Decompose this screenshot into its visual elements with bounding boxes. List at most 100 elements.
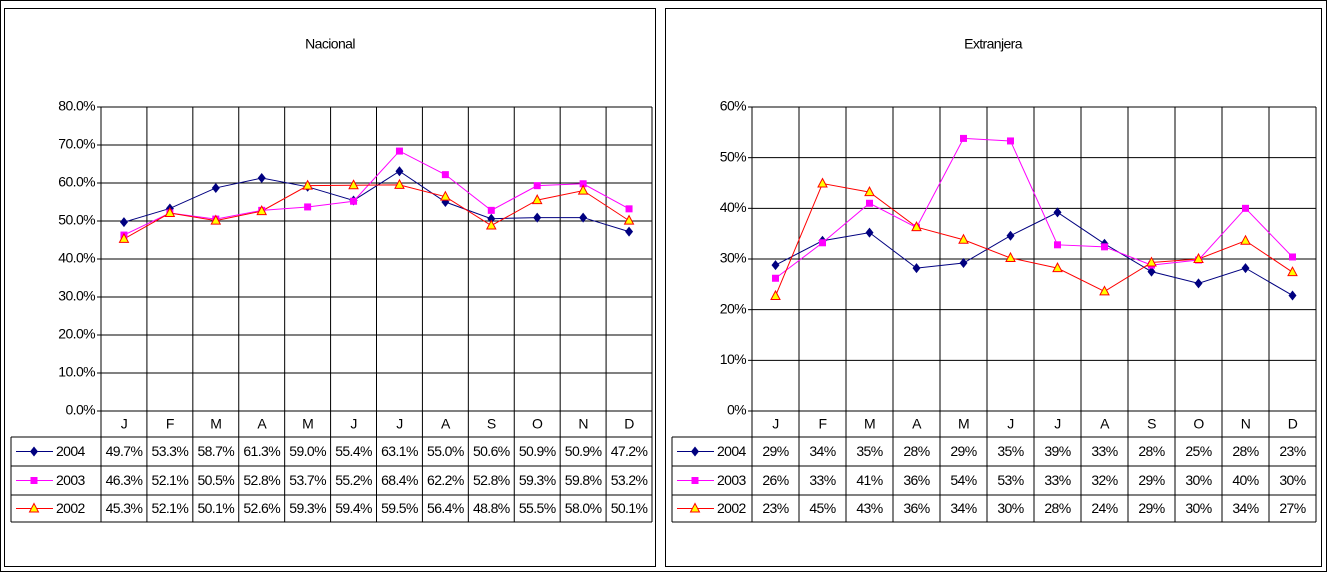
marker — [1288, 290, 1297, 301]
marker — [911, 221, 922, 232]
x-tick-label: J — [350, 416, 356, 432]
table-value: 33% — [1091, 443, 1117, 459]
table-value: 58.0% — [565, 500, 602, 516]
marker — [441, 171, 449, 179]
marker — [1007, 137, 1014, 145]
marker — [485, 219, 497, 230]
marker — [1054, 241, 1061, 249]
y-tick-label: 40.0% — [58, 250, 95, 266]
marker — [689, 502, 701, 513]
y-tick-label: 10% — [720, 351, 746, 367]
table-value: 29% — [1138, 472, 1164, 488]
marker — [1194, 278, 1203, 289]
table-value: 50.5% — [197, 472, 234, 488]
series-line — [123, 150, 630, 236]
x-tick-label: A — [441, 416, 451, 432]
marker — [487, 206, 495, 214]
marker — [864, 186, 875, 197]
marker — [691, 477, 699, 484]
marker — [28, 502, 40, 513]
marker — [577, 184, 589, 195]
table-value: 30% — [1185, 500, 1211, 516]
marker — [625, 226, 634, 237]
table-value: 55.2% — [335, 472, 372, 488]
marker — [211, 182, 220, 193]
marker — [958, 233, 969, 244]
table-value: 56.4% — [427, 500, 464, 516]
marker — [210, 214, 222, 225]
y-tick-label: 50% — [720, 148, 746, 164]
marker — [440, 190, 451, 201]
table-value: 23% — [762, 500, 788, 516]
marker — [819, 239, 826, 247]
y-tick-label: 0% — [727, 402, 746, 418]
table-value: 54% — [950, 472, 976, 488]
marker — [1147, 266, 1156, 277]
chart-title: Nacional — [305, 36, 355, 52]
marker — [1193, 252, 1204, 263]
marker — [691, 446, 699, 457]
x-tick-label: S — [487, 416, 496, 432]
legend-label: 2004 — [56, 443, 86, 459]
table-value: 33% — [809, 472, 835, 488]
marker — [395, 147, 403, 155]
x-tick-label: D — [624, 416, 634, 432]
series-line — [775, 137, 1293, 279]
marker — [118, 232, 130, 243]
marker — [865, 227, 874, 238]
table-value: 36% — [903, 500, 929, 516]
marker — [866, 199, 873, 207]
table-value: 53.2% — [611, 472, 648, 488]
marker — [1240, 234, 1251, 245]
y-tick-label: 20.0% — [58, 326, 95, 342]
x-tick-label: M — [302, 416, 313, 432]
x-tick-label: J — [1007, 416, 1013, 432]
x-tick-label: F — [166, 416, 174, 432]
table-value: 30% — [1279, 472, 1305, 488]
table-value: 49.7% — [106, 443, 143, 459]
x-tick-label: M — [958, 416, 969, 432]
marker — [1101, 243, 1108, 251]
marker — [817, 177, 828, 188]
table-value: 52.8% — [473, 472, 510, 488]
x-tick-label: J — [396, 416, 402, 432]
marker — [959, 258, 968, 269]
series-line — [123, 184, 630, 240]
series-line — [775, 211, 1293, 296]
marker — [625, 205, 633, 213]
marker — [1146, 256, 1157, 267]
table-value: 59.3% — [519, 472, 556, 488]
marker — [579, 212, 588, 223]
y-tick-label: 50.0% — [58, 212, 95, 228]
x-tick-label: A — [912, 416, 922, 432]
marker — [257, 173, 266, 184]
x-tick-label: J — [121, 416, 127, 432]
marker — [1287, 266, 1298, 277]
y-tick-label: 30.0% — [58, 288, 95, 304]
marker — [164, 206, 176, 218]
table-value: 68.4% — [381, 472, 418, 488]
marker — [304, 203, 312, 211]
marker — [960, 134, 967, 142]
marker — [623, 214, 635, 225]
legend-label: 2003 — [56, 472, 86, 488]
table-value: 30% — [1185, 472, 1211, 488]
table-value: 50.9% — [519, 443, 556, 459]
table-value: 50.6% — [473, 443, 510, 459]
table-value: 23% — [1279, 443, 1305, 459]
marker — [302, 179, 313, 190]
panel-frame — [665, 8, 1322, 567]
table-value: 34% — [809, 443, 835, 459]
table-value: 50.1% — [611, 500, 648, 516]
marker — [1005, 251, 1016, 262]
table-value: 59.5% — [381, 500, 418, 516]
y-tick-label: 70.0% — [58, 136, 95, 152]
marker — [30, 477, 38, 484]
marker — [350, 197, 358, 205]
table-value: 45% — [809, 500, 835, 516]
x-tick-label: O — [532, 416, 543, 432]
marker — [256, 205, 268, 216]
y-tick-label: 80.0% — [58, 98, 95, 114]
table-value: 43% — [856, 500, 882, 516]
table-value: 34% — [950, 500, 976, 516]
